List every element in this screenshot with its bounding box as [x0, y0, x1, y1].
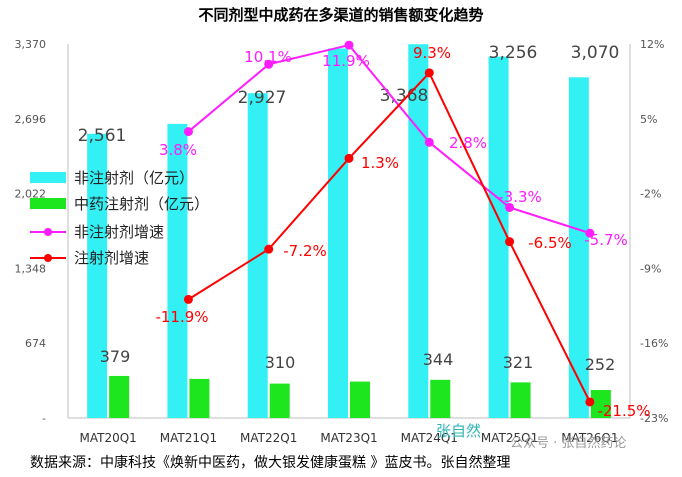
x-tick-label: MAT23Q1 — [320, 431, 377, 445]
bar-non-injection — [87, 133, 108, 418]
left-tick-label: 2,696 — [15, 113, 47, 126]
bar-tcm-injection — [350, 381, 370, 418]
bar-value-label-non-injection: 3,368 — [380, 86, 429, 106]
legend-swatch — [30, 172, 66, 183]
injection-growth-point — [183, 294, 193, 304]
x-tick-label: MAT22Q1 — [240, 431, 297, 445]
watermark-account: 公众号 · 张自然药论 — [510, 436, 627, 451]
bar-tcm-injection — [189, 378, 210, 418]
bar-tcm-injection — [510, 382, 531, 418]
bar-tcm-injection — [109, 375, 130, 418]
legend-marker — [44, 228, 52, 236]
non-injection-growth-point — [585, 228, 595, 238]
bar-non-injection — [328, 48, 348, 418]
non-injection-growth-value-label: 10.1% — [244, 48, 292, 66]
legend-marker — [44, 254, 52, 262]
injection-growth-point — [424, 68, 434, 78]
non-injection-growth-point — [424, 137, 434, 147]
bar-value-label-non-injection: 2,927 — [238, 88, 287, 108]
legend-label: 中药注射剂（亿元） — [74, 195, 209, 213]
bar-value-label-non-injection: 3,070 — [571, 43, 620, 63]
bar-value-label-tcm-injection: 252 — [585, 355, 616, 374]
non-injection-growth-point — [344, 40, 354, 50]
legend-label: 非注射剂增速 — [74, 223, 164, 241]
injection-growth-value-label: 1.3% — [361, 154, 399, 172]
x-tick-label: MAT25Q1 — [481, 431, 538, 445]
injection-growth-value-label: -11.9% — [155, 308, 208, 326]
bar-value-label-non-injection: 2,561 — [78, 126, 127, 146]
non-injection-growth-line — [187, 43, 591, 235]
right-tick-label: 12% — [640, 38, 664, 51]
bar-non-injection — [488, 56, 509, 418]
non-injection-growth-value-label: 11.9% — [322, 52, 370, 70]
non-injection-growth-value-label: -5.7% — [584, 231, 628, 249]
legend-swatch — [30, 198, 66, 209]
right-tick-label: -16% — [640, 337, 668, 350]
injection-growth-value-label: -7.2% — [283, 242, 327, 260]
injection-growth-value-label: 9.3% — [413, 44, 451, 62]
injection-growth-line — [187, 71, 591, 403]
bar-tcm-injection — [590, 390, 611, 418]
non-injection-growth-value-label: -3.3% — [498, 188, 542, 206]
x-tick-label: MAT26Q1 — [561, 431, 618, 445]
x-tick-label: MAT24Q1 — [401, 431, 458, 445]
left-tick-label: 674 — [25, 337, 46, 350]
bar-value-label-tcm-injection: 344 — [423, 350, 454, 369]
left-tick-label: - — [42, 412, 46, 425]
bar-non-injection — [167, 123, 188, 419]
left-tick-label: 2,022 — [15, 188, 47, 201]
right-tick-label: 5% — [640, 113, 657, 126]
x-tick-label: MAT20Q1 — [79, 431, 136, 445]
non-injection-growth-point — [183, 127, 193, 137]
bar-tcm-injection — [269, 383, 290, 418]
x-tick-label: MAT21Q1 — [160, 431, 217, 445]
non-injection-growth-value-label: 2.8% — [449, 134, 487, 152]
watermark-name: 张自然 — [436, 422, 482, 440]
right-tick-label: -23% — [640, 412, 668, 425]
bar-non-injection — [408, 44, 429, 419]
bar-tcm-injection — [430, 379, 451, 418]
injection-growth-point — [344, 153, 354, 163]
injection-growth-point — [505, 237, 515, 247]
legend-label: 非注射剂（亿元） — [74, 169, 194, 187]
injection-growth-value-label: -6.5% — [528, 234, 572, 252]
bar-non-injection — [568, 77, 589, 419]
injection-growth-point — [264, 244, 274, 254]
bar-value-label-tcm-injection: 379 — [100, 347, 131, 366]
non-injection-growth-point — [505, 202, 515, 212]
data-source-note: 数据来源：中康科技《焕新中医药，做大银发健康蛋糕 》蓝皮书。张自然整理 — [30, 455, 511, 471]
non-injection-growth-point — [264, 59, 274, 69]
legend-label: 注射剂增速 — [74, 249, 149, 267]
bar-value-label-non-injection: 3,256 — [489, 43, 538, 63]
right-tick-label: -9% — [640, 262, 661, 275]
non-injection-growth-value-label: 3.8% — [159, 141, 197, 159]
bar-value-label-tcm-injection: 321 — [503, 353, 534, 372]
right-tick-label: -2% — [640, 188, 661, 201]
chart-title: 不同剂型中成药在多渠道的销售额变化趋势 — [198, 6, 484, 24]
injection-growth-value-label: -21.5% — [597, 402, 650, 420]
left-tick-label: 3,370 — [15, 38, 47, 51]
left-tick-label: 1,348 — [15, 262, 47, 275]
bar-value-label-tcm-injection: 310 — [265, 353, 296, 372]
injection-growth-point — [585, 397, 595, 407]
